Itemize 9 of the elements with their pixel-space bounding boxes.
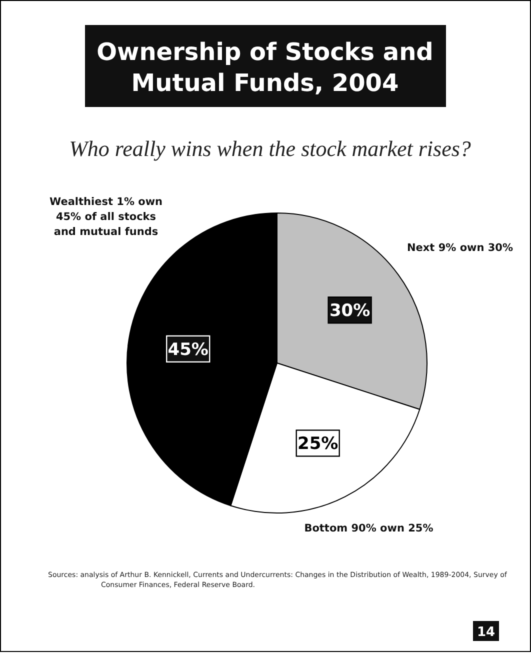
chart-subtitle: Who really wins when the stock market rises? xyxy=(69,136,471,161)
slice-label: Next 9% own 30% xyxy=(406,242,514,254)
data-label: 30% xyxy=(329,301,370,322)
data-label: 25% xyxy=(298,434,338,454)
slice-label: Bottom 90% own 25% xyxy=(304,522,434,534)
text: 14 xyxy=(476,625,496,640)
data-label: 45% xyxy=(168,340,208,360)
chart-title: Ownership of Stocks and Mutual Funds, 2004 xyxy=(96,38,434,97)
slice-label: Wealthiest 1% own 45% of all stocks and mutual funds xyxy=(49,196,163,238)
